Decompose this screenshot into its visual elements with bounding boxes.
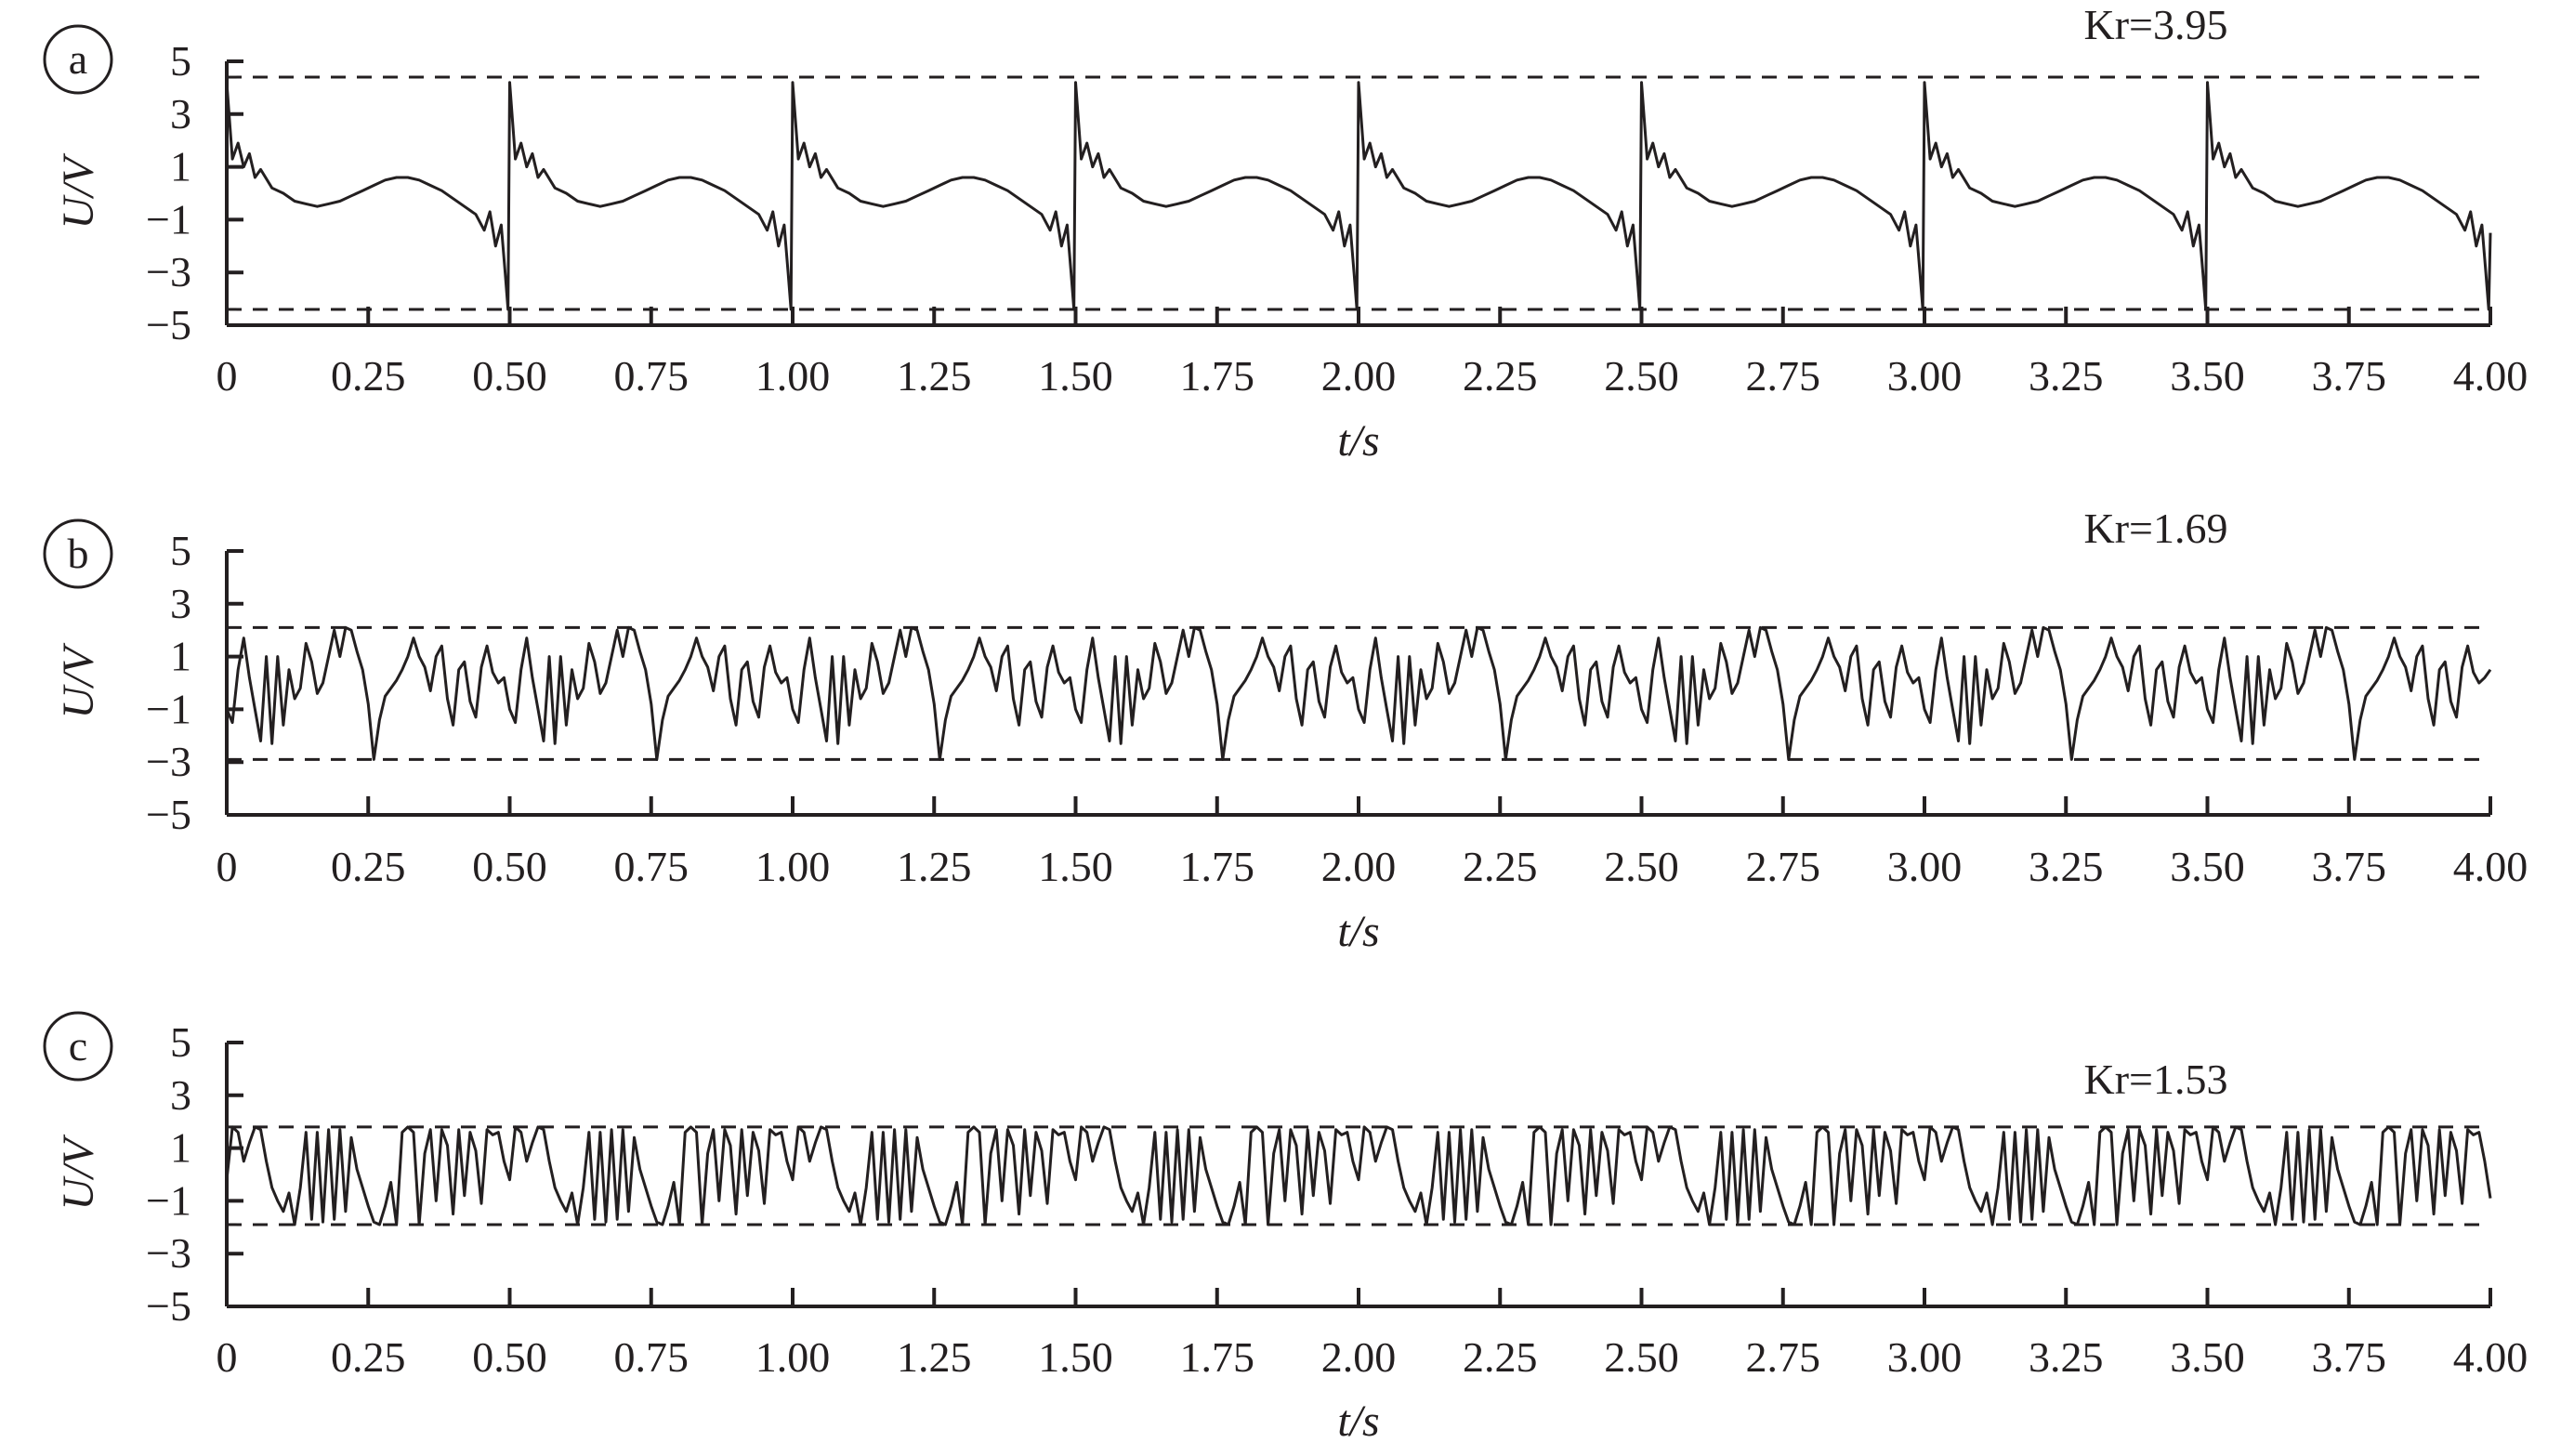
- x-tick-label: 0.75: [614, 843, 690, 890]
- x-tick-label: 3.75: [2312, 1333, 2387, 1381]
- y-axis-title: U/V: [54, 153, 103, 230]
- x-tick-label: 2.75: [1746, 843, 1821, 890]
- y-axis-title: U/V: [54, 643, 103, 719]
- x-tick-label: 1.00: [755, 352, 831, 400]
- y-tick-label: 3: [170, 1071, 191, 1119]
- x-tick-label: 0.50: [472, 352, 547, 400]
- kr-annotation: Kr=1.69: [2084, 505, 2228, 552]
- x-tick-label: 1.00: [755, 843, 831, 890]
- y-tick-label: 1: [170, 1124, 191, 1172]
- y-tick-label: 5: [170, 1018, 191, 1066]
- x-tick-label: 4.00: [2453, 1333, 2528, 1381]
- x-tick-label: 0.25: [331, 352, 406, 400]
- panel-letter: b: [68, 530, 89, 577]
- x-tick-label: 2.25: [1463, 843, 1538, 890]
- panel-letter-circle: [43, 518, 113, 589]
- x-axis-title: t/s: [1337, 416, 1379, 466]
- x-tick-label: 0.25: [331, 1333, 406, 1381]
- kr-annotation: Kr=3.95: [2084, 1, 2228, 48]
- y-tick-label: −1: [146, 685, 191, 732]
- x-tick-label: 0: [217, 352, 238, 400]
- x-tick-label: 3.25: [2029, 352, 2104, 400]
- panel-a: a Kr=3.95 5 3 1 −1 −3 −5 0 0.25 0.50 0.75 1.00 1.25 1.…: [43, 1, 2528, 466]
- x-tick-label: 1.00: [755, 1333, 831, 1381]
- y-tick-label: 1: [170, 143, 191, 190]
- y-tick-label: −5: [146, 301, 191, 348]
- y-tick-label: 5: [170, 37, 191, 85]
- y-tick-label: −3: [146, 1229, 191, 1277]
- y-tick-label: −1: [146, 1176, 191, 1224]
- x-tick-label: 2.00: [1321, 1333, 1397, 1381]
- panel-letter: a: [69, 35, 87, 83]
- x-tick-label: 2.25: [1463, 352, 1538, 400]
- y-tick-label: 3: [170, 90, 191, 138]
- y-tick-label: 3: [170, 580, 191, 627]
- x-tick-label: 3.50: [2170, 352, 2245, 400]
- y-tick-label: 5: [170, 527, 191, 574]
- x-tick-label: 1.50: [1038, 843, 1113, 890]
- x-tick-label: 1.75: [1180, 352, 1255, 400]
- x-tick-label: 2.75: [1746, 352, 1821, 400]
- x-tick-label: 3.50: [2170, 843, 2245, 890]
- x-tick-label: 0.50: [472, 843, 547, 890]
- y-tick-label: −3: [146, 738, 191, 785]
- x-tick-label: 0: [217, 1333, 238, 1381]
- x-tick-label: 3.00: [1887, 843, 1963, 890]
- x-tick-label: 3.75: [2312, 843, 2387, 890]
- x-tick-label: 3.00: [1887, 1333, 1963, 1381]
- x-tick-label: 2.50: [1604, 843, 1679, 890]
- x-tick-label: 1.50: [1038, 1333, 1113, 1381]
- signal-trace: [225, 81, 2492, 311]
- signal-trace: [225, 625, 2492, 761]
- y-tick-label: −5: [146, 791, 191, 838]
- y-tick-label: 1: [170, 633, 191, 680]
- x-tick-label: 2.75: [1746, 1333, 1821, 1381]
- panel-b: b Kr=1.69 5 3 1 −1 −3 −5 0 0.25 0.50 0.75 1.00 1.25 1.…: [43, 505, 2528, 956]
- x-tick-label: 1.75: [1180, 843, 1255, 890]
- x-tick-label: 0.75: [614, 352, 690, 400]
- y-tick-label: −5: [146, 1282, 191, 1330]
- x-tick-label: 1.25: [897, 843, 972, 890]
- x-tick-label: 3.75: [2312, 352, 2387, 400]
- panel-letter: c: [69, 1022, 87, 1069]
- x-tick-label: 0.50: [472, 1333, 547, 1381]
- y-tick-label: −1: [146, 195, 191, 243]
- x-tick-label: 1.75: [1180, 1333, 1255, 1381]
- x-tick-label: 3.25: [2029, 1333, 2104, 1381]
- x-tick-label: 2.50: [1604, 352, 1679, 400]
- x-tick-label: 4.00: [2453, 352, 2528, 400]
- x-tick-label: 0.75: [614, 1333, 690, 1381]
- x-axis-title: t/s: [1337, 1397, 1379, 1446]
- x-tick-label: 3.00: [1887, 352, 1963, 400]
- x-tick-label: 2.50: [1604, 1333, 1679, 1381]
- x-tick-label: 2.25: [1463, 1333, 1538, 1381]
- x-tick-label: 3.50: [2170, 1333, 2245, 1381]
- panel-c: c Kr=1.53 5 3 1−1 −3 −5 0 0.25 0.50 0.75 1.00 1.25 1.…: [43, 1011, 2528, 1446]
- x-tick-label: 2.00: [1321, 843, 1397, 890]
- y-tick-label: −3: [146, 248, 191, 295]
- signal-trace: [225, 1125, 2492, 1226]
- x-tick-label: 1.50: [1038, 352, 1113, 400]
- x-tick-label: 0: [217, 843, 238, 890]
- panel-letter-circle: [43, 24, 113, 95]
- x-tick-label: 0.25: [331, 843, 406, 890]
- x-tick-label: 2.00: [1321, 352, 1397, 400]
- x-axis-title: t/s: [1337, 907, 1379, 956]
- x-tick-label: 1.25: [897, 1333, 972, 1381]
- x-tick-label: 4.00: [2453, 843, 2528, 890]
- x-tick-label: 3.25: [2029, 843, 2104, 890]
- x-tick-label: 1.25: [897, 352, 972, 400]
- kr-annotation: Kr=1.53: [2084, 1056, 2228, 1103]
- y-axis-title: U/V: [54, 1135, 103, 1211]
- panel-letter-circle: [43, 1011, 113, 1082]
